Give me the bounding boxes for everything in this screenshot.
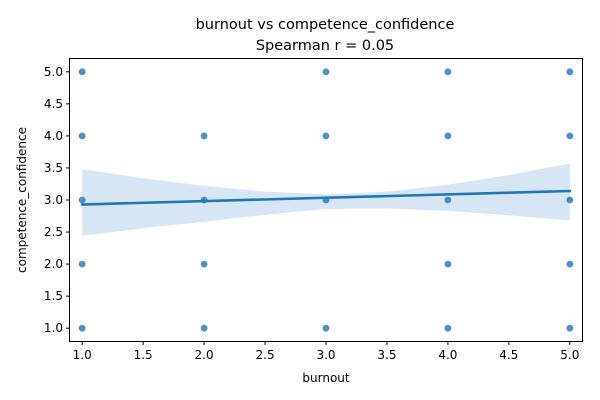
y-tick-label: 1.5 [44, 289, 63, 303]
x-tick-label: 2.5 [256, 348, 275, 362]
y-tick-label: 3.5 [44, 161, 63, 175]
x-tick-label: 4.0 [438, 348, 457, 362]
data-point [566, 196, 574, 204]
y-tick-label: 5.0 [44, 65, 63, 79]
y-axis-ticks: 1.0 1.5 2.0 2.5 3.0 3.5 4.0 4.5 5.0 [44, 65, 70, 335]
y-tick-label: 2.5 [44, 225, 63, 239]
data-point [200, 260, 208, 268]
y-tick-label: 3.0 [44, 193, 63, 207]
y-tick-label: 4.5 [44, 97, 63, 111]
data-point [200, 132, 208, 140]
data-point [444, 196, 452, 204]
y-axis-label: competence_confidence [15, 127, 29, 273]
x-tick-label: 2.0 [195, 348, 214, 362]
data-point [566, 68, 574, 76]
data-point [78, 260, 86, 268]
data-point [444, 260, 452, 268]
data-point [78, 132, 86, 140]
points-layer [78, 68, 574, 332]
x-tick-label: 4.5 [499, 348, 518, 362]
x-tick-label: 3.5 [377, 348, 396, 362]
data-point [444, 324, 452, 332]
data-point [566, 260, 574, 268]
x-tick-label: 5.0 [560, 348, 579, 362]
chart-title: burnout vs competence_confidence [196, 17, 455, 33]
data-point [566, 132, 574, 140]
x-axis-label: burnout [302, 371, 349, 385]
chart-subtitle: Spearman r = 0.05 [256, 38, 394, 54]
data-point [322, 132, 330, 140]
x-axis-ticks: 1.0 1.5 2.0 2.5 3.0 3.5 4.0 4.5 5.0 [73, 341, 579, 362]
data-point [444, 132, 452, 140]
data-point [322, 324, 330, 332]
data-point [200, 324, 208, 332]
data-point [78, 196, 86, 204]
data-point [444, 68, 452, 76]
x-tick-label: 1.5 [134, 348, 153, 362]
x-tick-label: 3.0 [316, 348, 335, 362]
data-point [78, 68, 86, 76]
regression-line-layer [80, 189, 572, 206]
data-point [322, 68, 330, 76]
y-tick-label: 2.0 [44, 257, 63, 271]
data-point [566, 324, 574, 332]
y-tick-label: 1.0 [44, 321, 63, 335]
regression-line [80, 189, 572, 206]
data-point [78, 324, 86, 332]
y-tick-label: 4.0 [44, 129, 63, 143]
x-tick-label: 1.0 [73, 348, 92, 362]
